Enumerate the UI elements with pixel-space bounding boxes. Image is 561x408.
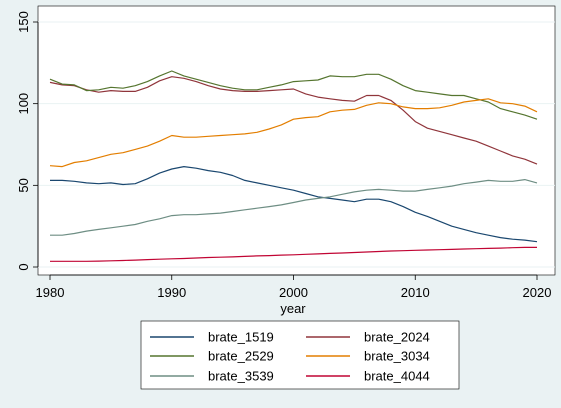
legend-box [140,320,460,390]
series-line-brate_3034 [49,98,538,168]
legend-label-brate_3034: brate_3034 [364,349,430,364]
x-axis-title: year [280,301,306,316]
series-line-brate_4044 [50,246,537,262]
series-layer [49,70,538,262]
legend-label-brate_4044: brate_4044 [364,369,430,384]
legend-label-brate_2024: brate_2024 [364,330,430,345]
x-tick-label: 1990 [157,285,186,300]
legend-label-brate_1519: brate_1519 [208,330,274,345]
series-line-brate_3539 [50,179,538,236]
axes: 0 50 100 150 1980 1990 2000 2010 2020 [16,11,551,300]
y-tick-label: 0 [16,263,31,270]
series-line-brate_1519 [50,166,538,243]
x-tick-label: 1980 [36,285,65,300]
series-line-brate_2024 [49,76,538,165]
legend: brate_1519 brate_2024 brate_2529 brate_3034… [140,320,460,390]
grid [38,21,555,268]
series-line-brate_2529 [49,70,538,120]
x-tick-label: 2020 [523,285,552,300]
legend-label-brate_3539: brate_3539 [208,369,274,384]
x-tick-label: 2010 [401,285,430,300]
y-tick-label: 100 [16,93,31,115]
x-tick-label: 2000 [279,285,308,300]
legend-label-brate_2529: brate_2529 [208,349,274,364]
y-tick-label: 150 [16,11,31,33]
y-tick-label: 50 [16,178,31,192]
plot-area [37,5,556,276]
